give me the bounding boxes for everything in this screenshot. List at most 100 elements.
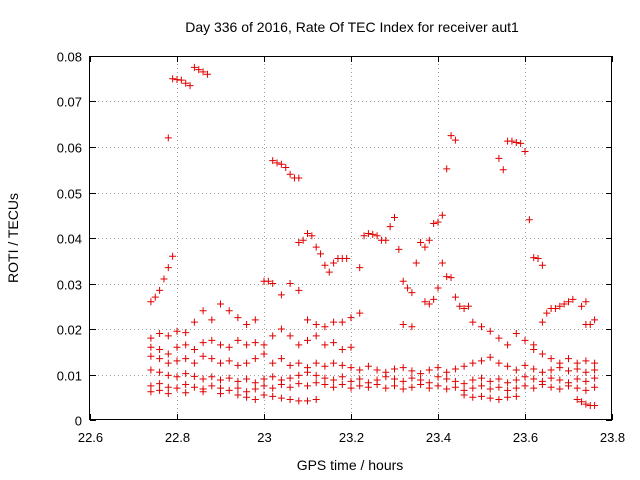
data-point (347, 314, 355, 322)
data-point (269, 359, 277, 367)
data-point (199, 307, 207, 315)
data-point (347, 377, 355, 385)
data-point (312, 320, 320, 328)
data-point (190, 383, 198, 391)
data-point (364, 362, 372, 370)
data-point (447, 132, 455, 140)
data-point (464, 302, 472, 310)
data-point (295, 286, 303, 294)
data-point (456, 302, 464, 310)
data-point (147, 352, 155, 360)
data-point (425, 384, 433, 392)
data-point (434, 218, 442, 226)
data-point (312, 396, 320, 404)
data-point (295, 371, 303, 379)
data-point (182, 389, 190, 397)
data-point (521, 148, 529, 156)
data-point (373, 366, 381, 374)
data-point (521, 336, 529, 344)
x-tick-label: 23.8 (600, 430, 625, 445)
data-point (338, 373, 346, 381)
data-point (582, 298, 590, 306)
data-point (443, 375, 451, 383)
data-point (269, 280, 277, 287)
data-point (565, 367, 572, 375)
data-point (573, 365, 581, 373)
data-point (573, 375, 581, 383)
data-point (565, 298, 572, 306)
data-point (312, 359, 320, 367)
data-point (208, 373, 216, 381)
data-point (343, 254, 351, 262)
data-point (569, 295, 577, 303)
data-point (173, 373, 181, 381)
data-point (164, 134, 172, 142)
data-point (264, 277, 272, 285)
data-point (530, 375, 538, 383)
data-point (338, 381, 346, 389)
data-point (443, 385, 451, 393)
data-point (208, 355, 216, 363)
data-point (304, 336, 311, 344)
x-tick-label: 23 (257, 430, 271, 445)
data-point (164, 264, 172, 272)
data-point (547, 366, 555, 374)
data-point (243, 359, 251, 367)
data-point (260, 375, 268, 383)
data-point (478, 382, 485, 390)
data-point (495, 359, 503, 367)
data-point (225, 374, 233, 382)
data-point (338, 345, 346, 353)
data-point (347, 343, 355, 351)
data-point (156, 355, 164, 363)
data-point (225, 357, 233, 365)
data-point (547, 374, 555, 382)
data-point (538, 350, 546, 358)
y-tick-label: 0.04 (57, 232, 82, 247)
data-point (304, 397, 311, 405)
data-point (512, 138, 520, 146)
data-point (512, 366, 520, 374)
data-point (591, 366, 599, 374)
data-point (434, 373, 442, 381)
data-point (486, 394, 494, 402)
data-point (347, 384, 355, 392)
data-point (147, 343, 155, 351)
data-point (578, 398, 586, 406)
y-tick-labels: 0 0.01 0.02 0.03 0.04 0.05 0.06 0.07 0.08 (57, 50, 82, 429)
data-point (156, 386, 164, 394)
data-point (582, 377, 590, 385)
data-point (364, 229, 372, 237)
data-point (217, 390, 224, 398)
data-point (186, 82, 194, 90)
data-point (451, 377, 459, 385)
data-point (425, 300, 433, 308)
data-point (504, 379, 512, 387)
data-point (234, 314, 242, 322)
grid-lines (90, 56, 612, 420)
data-point (486, 327, 494, 335)
data-point (317, 250, 325, 258)
data-point (273, 159, 281, 167)
data-point (190, 359, 198, 367)
data-point (160, 275, 168, 283)
data-point (182, 341, 190, 349)
data-point (364, 383, 372, 391)
data-point (425, 236, 433, 244)
data-point (495, 396, 503, 404)
data-point (225, 343, 233, 351)
data-point (277, 355, 285, 363)
data-point (190, 318, 198, 326)
data-point (408, 367, 416, 375)
data-point (382, 373, 390, 381)
data-point (199, 375, 207, 383)
data-point (269, 373, 277, 381)
y-tick-label: 0.07 (57, 95, 82, 110)
data-point (356, 382, 364, 390)
data-point (173, 357, 181, 365)
data-point (190, 63, 198, 71)
data-point (321, 341, 329, 349)
data-point (308, 232, 316, 240)
data-point (182, 381, 190, 389)
data-point (321, 374, 329, 382)
